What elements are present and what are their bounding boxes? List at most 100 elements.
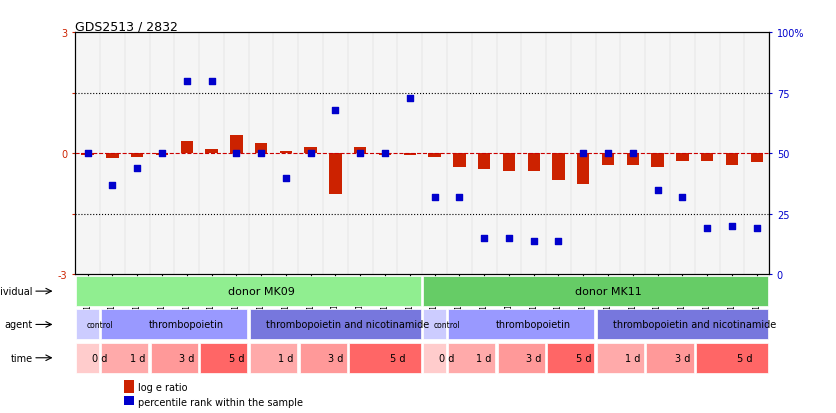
Text: 1 d: 1 d bbox=[625, 353, 640, 363]
Text: 3 d: 3 d bbox=[675, 353, 690, 363]
Point bbox=[329, 107, 342, 114]
Point bbox=[105, 182, 119, 189]
Bar bbox=[502, 154, 515, 172]
Bar bbox=[155, 154, 168, 155]
Bar bbox=[726, 154, 738, 165]
FancyBboxPatch shape bbox=[250, 310, 421, 339]
Text: 1 d: 1 d bbox=[477, 353, 492, 363]
FancyBboxPatch shape bbox=[597, 310, 768, 339]
Text: 3 d: 3 d bbox=[526, 353, 542, 363]
Text: 3 d: 3 d bbox=[179, 353, 195, 363]
Bar bbox=[255, 144, 268, 154]
Text: 3 d: 3 d bbox=[328, 353, 343, 363]
Bar bbox=[651, 154, 664, 168]
Text: thrombopoietin and nicotinamide: thrombopoietin and nicotinamide bbox=[266, 320, 430, 330]
Bar bbox=[181, 142, 193, 154]
Point bbox=[403, 95, 416, 102]
Point bbox=[254, 151, 268, 157]
FancyBboxPatch shape bbox=[299, 343, 347, 373]
FancyBboxPatch shape bbox=[448, 310, 594, 339]
Text: time: time bbox=[11, 353, 33, 363]
Point bbox=[552, 237, 565, 244]
Text: agent: agent bbox=[5, 320, 33, 330]
Bar bbox=[329, 154, 342, 194]
Point bbox=[675, 194, 689, 201]
Text: 0 d: 0 d bbox=[439, 353, 455, 363]
Bar bbox=[304, 148, 317, 154]
FancyBboxPatch shape bbox=[646, 343, 694, 373]
Bar bbox=[404, 154, 416, 156]
Point bbox=[279, 175, 293, 181]
Point bbox=[726, 223, 739, 230]
Point bbox=[651, 187, 665, 193]
Text: 5 d: 5 d bbox=[390, 353, 405, 363]
Text: thrombopoietin: thrombopoietin bbox=[149, 320, 224, 330]
Bar bbox=[453, 154, 466, 168]
Point bbox=[230, 151, 243, 157]
Point bbox=[81, 151, 94, 157]
Bar bbox=[701, 154, 713, 162]
Text: GDS2513 / 2832: GDS2513 / 2832 bbox=[75, 20, 178, 33]
Bar bbox=[602, 154, 614, 166]
Point bbox=[354, 151, 367, 157]
FancyBboxPatch shape bbox=[497, 343, 545, 373]
Bar bbox=[676, 154, 689, 162]
Point bbox=[502, 235, 516, 242]
Bar bbox=[106, 154, 119, 159]
Point bbox=[626, 151, 640, 157]
Bar bbox=[577, 154, 589, 184]
Bar bbox=[280, 152, 292, 154]
Bar bbox=[379, 154, 391, 156]
Bar bbox=[124, 396, 135, 408]
FancyBboxPatch shape bbox=[150, 343, 198, 373]
Text: 1 d: 1 d bbox=[278, 353, 293, 363]
Bar bbox=[81, 154, 94, 156]
Text: individual: individual bbox=[0, 287, 33, 297]
Bar bbox=[428, 154, 441, 158]
Text: log e ratio: log e ratio bbox=[138, 382, 187, 392]
Bar bbox=[206, 150, 217, 154]
FancyBboxPatch shape bbox=[76, 310, 99, 339]
Text: percentile rank within the sample: percentile rank within the sample bbox=[138, 397, 303, 407]
Point bbox=[577, 151, 590, 157]
FancyBboxPatch shape bbox=[696, 343, 768, 373]
Bar bbox=[131, 154, 144, 157]
Text: control: control bbox=[434, 320, 461, 329]
Bar bbox=[354, 148, 366, 154]
Text: 1 d: 1 d bbox=[130, 353, 145, 363]
Point bbox=[180, 78, 193, 85]
FancyBboxPatch shape bbox=[423, 343, 446, 373]
Text: 0 d: 0 d bbox=[92, 353, 108, 363]
FancyBboxPatch shape bbox=[101, 343, 148, 373]
Point bbox=[701, 225, 714, 232]
Text: control: control bbox=[87, 320, 114, 329]
Bar bbox=[528, 154, 540, 172]
FancyBboxPatch shape bbox=[101, 310, 247, 339]
Point bbox=[452, 194, 466, 201]
FancyBboxPatch shape bbox=[548, 343, 594, 373]
Text: thrombopoietin and nicotinamide: thrombopoietin and nicotinamide bbox=[613, 320, 777, 330]
Point bbox=[130, 165, 144, 172]
Point bbox=[477, 235, 491, 242]
Point bbox=[205, 78, 218, 85]
Text: 5 d: 5 d bbox=[737, 353, 752, 363]
Point bbox=[527, 237, 540, 244]
Point bbox=[379, 151, 392, 157]
Point bbox=[428, 194, 441, 201]
FancyBboxPatch shape bbox=[423, 276, 768, 306]
FancyBboxPatch shape bbox=[597, 343, 644, 373]
Text: 5 d: 5 d bbox=[575, 353, 591, 363]
Bar bbox=[627, 154, 639, 166]
Text: donor MK09: donor MK09 bbox=[227, 287, 294, 297]
Point bbox=[304, 151, 318, 157]
FancyBboxPatch shape bbox=[250, 343, 297, 373]
Bar bbox=[478, 154, 491, 170]
Bar bbox=[124, 380, 135, 393]
Point bbox=[750, 225, 763, 232]
FancyBboxPatch shape bbox=[76, 276, 421, 306]
Point bbox=[601, 151, 614, 157]
Text: thrombopoietin: thrombopoietin bbox=[496, 320, 571, 330]
Bar bbox=[553, 154, 564, 180]
Point bbox=[155, 151, 169, 157]
FancyBboxPatch shape bbox=[423, 310, 446, 339]
